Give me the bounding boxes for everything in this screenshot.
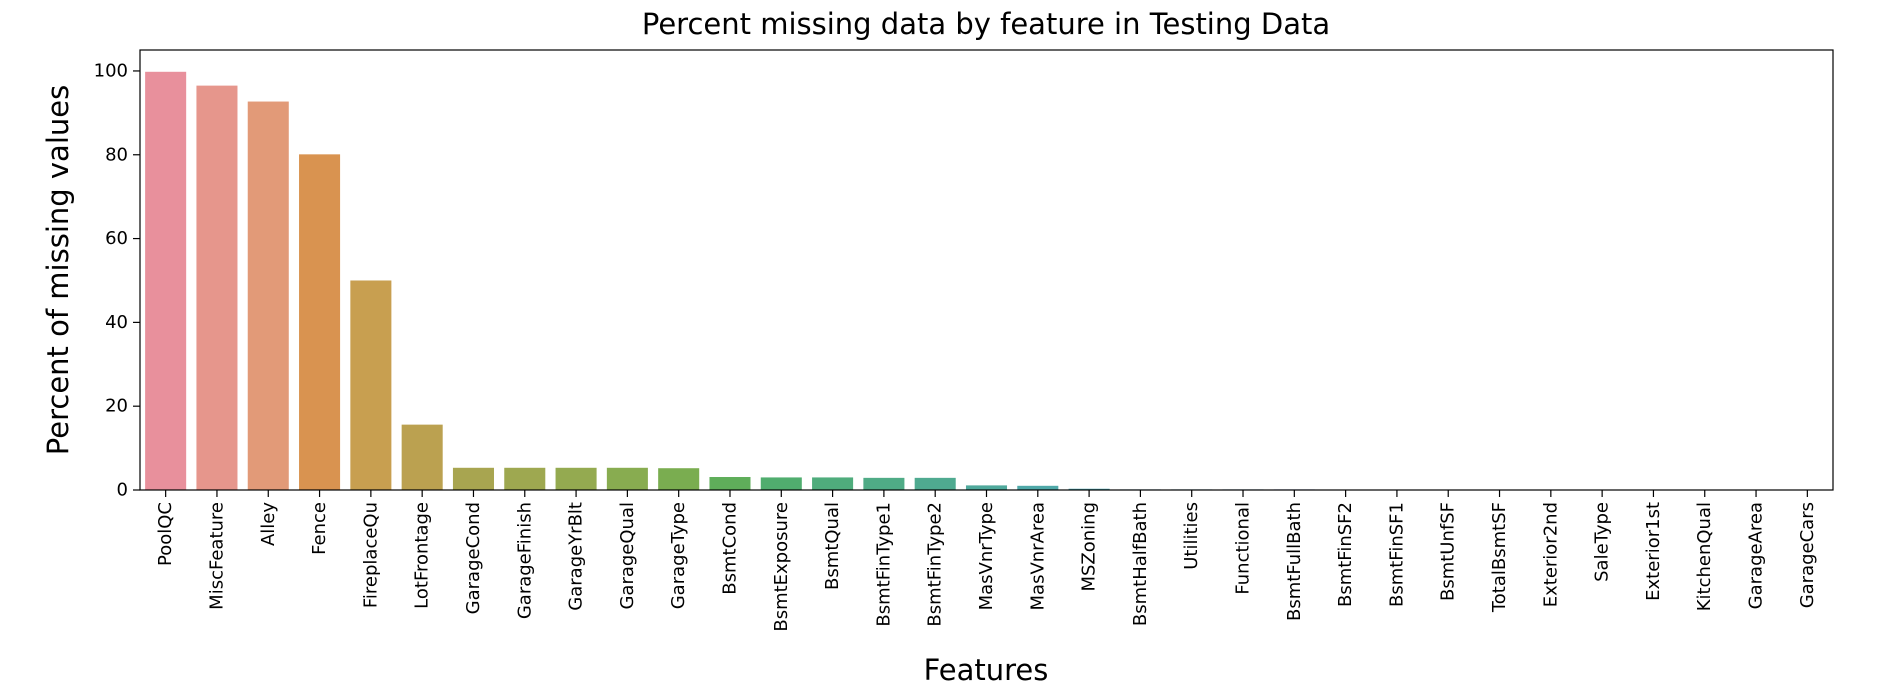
- x-tick-label: BsmtFinSF1: [1386, 502, 1407, 607]
- x-tick-label: BsmtFullBath: [1284, 502, 1305, 621]
- bar-Alley: [247, 101, 289, 491]
- x-tick-label: BsmtQual: [822, 502, 843, 590]
- bar-LotFrontage: [401, 424, 443, 490]
- x-tick-label: BsmtHalfBath: [1130, 502, 1151, 626]
- y-axis: 0 20 40 60 80 100: [94, 60, 140, 501]
- x-tick-label: Fence: [309, 502, 330, 555]
- x-tick-label: Alley: [258, 502, 279, 546]
- chart-title: Percent missing data by feature in Testi…: [642, 7, 1330, 41]
- x-tick-label: MasVnrType: [976, 502, 997, 610]
- x-tick-label: PoolQC: [155, 502, 176, 566]
- bar-BsmtExposure: [760, 477, 802, 490]
- bar-BsmtFinType1: [863, 477, 905, 490]
- x-tick-label: Exterior2nd: [1540, 502, 1561, 607]
- x-tick-label: Functional: [1233, 502, 1254, 595]
- bar-MSZoning: [1068, 488, 1110, 490]
- x-tick-label: BsmtFinType1: [873, 502, 894, 627]
- bar-GarageQual: [606, 467, 648, 490]
- x-axis: PoolQC MiscFeature Alley Fence FireplaceQu Lo…: [155, 490, 1818, 632]
- bar-BsmtCond: [709, 477, 751, 490]
- x-tick-label: Utilities: [1181, 502, 1202, 570]
- x-tick-label: BsmtFinSF2: [1335, 502, 1356, 607]
- bar-GarageFinish: [504, 467, 546, 490]
- bar-FireplaceQu: [350, 280, 392, 490]
- bar-BsmtQual: [812, 477, 854, 490]
- x-tick-label: LotFrontage: [412, 502, 433, 609]
- x-tick-label: GarageQual: [617, 502, 638, 610]
- x-tick-label: GarageYrBlt: [566, 502, 587, 611]
- x-axis-label: Features: [924, 653, 1049, 687]
- y-tick-label: 100: [94, 60, 128, 81]
- y-tick-label: 0: [117, 480, 128, 501]
- x-tick-label: TotalBsmtSF: [1489, 502, 1510, 613]
- bar-GarageYrBlt: [555, 467, 597, 490]
- x-tick-label: MiscFeature: [206, 502, 227, 610]
- bar-BsmtFinType2: [914, 477, 956, 490]
- bars-group: [145, 71, 1828, 491]
- y-tick-label: 40: [105, 312, 128, 333]
- x-tick-label: BsmtCond: [719, 502, 740, 595]
- x-tick-label: KitchenQual: [1694, 502, 1715, 611]
- bar-MiscFeature: [196, 85, 238, 490]
- x-tick-label: GarageCars: [1797, 502, 1818, 608]
- x-tick-label: GarageType: [668, 502, 689, 609]
- x-tick-label: GarageArea: [1746, 502, 1767, 609]
- x-tick-label: BsmtExposure: [771, 502, 792, 632]
- bar-MasVnrArea: [1017, 485, 1059, 490]
- x-tick-label: BsmtFinType2: [925, 502, 946, 627]
- bar-GarageCond: [452, 467, 494, 490]
- x-tick-label: FireplaceQu: [360, 502, 381, 608]
- x-tick-label: BsmtUnfSF: [1438, 502, 1459, 601]
- bar-Fence: [299, 154, 341, 491]
- y-tick-label: 80: [105, 144, 128, 165]
- y-axis-label: Percent of missing values: [41, 85, 75, 455]
- x-tick-label: MSZoning: [1079, 502, 1100, 592]
- x-tick-label: GarageCond: [463, 502, 484, 614]
- y-tick-label: 60: [105, 228, 128, 249]
- y-tick-label: 20: [105, 396, 128, 417]
- x-tick-label: SaleType: [1592, 502, 1613, 582]
- x-tick-label: MasVnrArea: [1027, 502, 1048, 610]
- bar-MasVnrType: [965, 485, 1008, 490]
- bar-PoolQC: [145, 71, 187, 491]
- x-tick-label: Exterior1st: [1643, 502, 1664, 601]
- x-tick-label: GarageFinish: [514, 502, 535, 619]
- bar-GarageType: [658, 468, 700, 490]
- plot-frame: [139, 49, 1834, 491]
